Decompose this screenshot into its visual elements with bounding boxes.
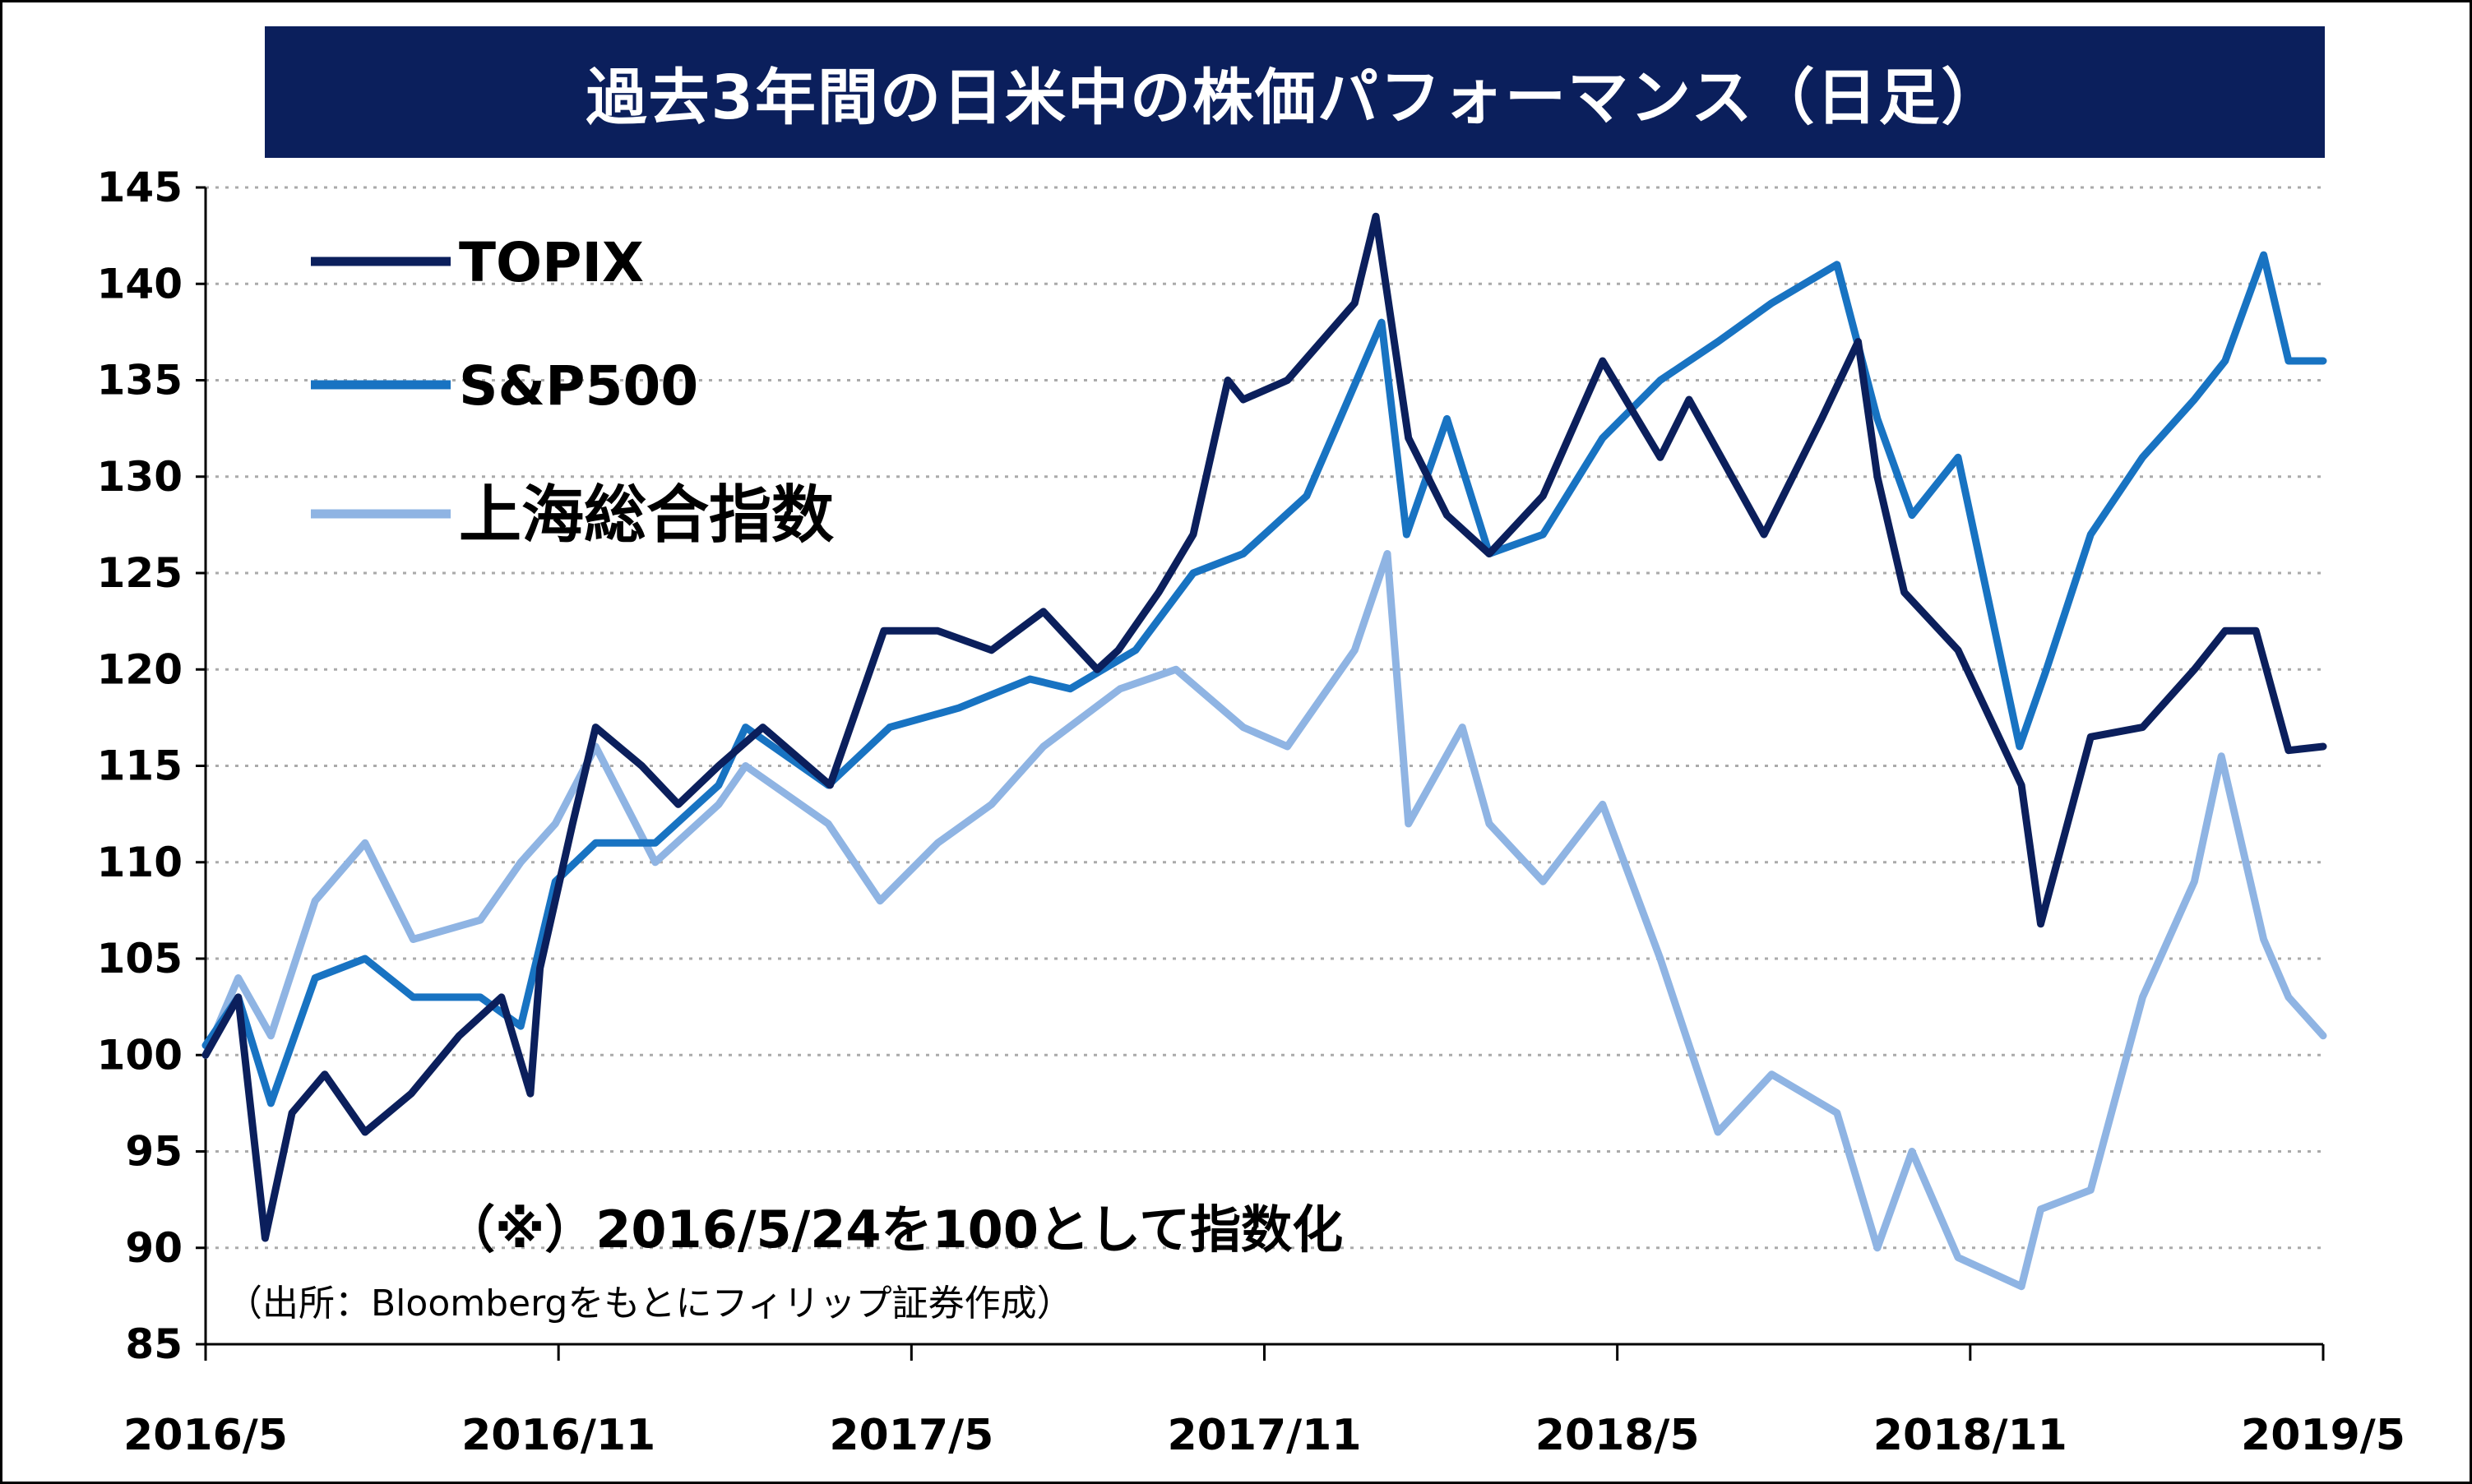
y-tick-label: 95 <box>125 1128 183 1176</box>
legend: TOPIX S&P500 上海総合指数 <box>311 231 834 551</box>
x-tick-label: 2018/5 <box>1535 1411 1700 1460</box>
y-tick-label: 100 <box>97 1031 183 1079</box>
note-text: （※）2016/5/24を100として指数化 <box>444 1200 1343 1260</box>
y-tick-label: 110 <box>97 839 183 886</box>
legend-label-shanghai: 上海総合指数 <box>459 478 834 551</box>
legend-label-topix: TOPIX <box>459 231 644 294</box>
gridlines <box>206 186 2323 1250</box>
y-tick-label: 85 <box>125 1320 183 1368</box>
x-tick-label: 2016/11 <box>461 1411 655 1460</box>
x-tick-label: 2018/11 <box>1873 1411 2067 1460</box>
series-line-topix <box>201 212 2327 1242</box>
y-tick-label: 105 <box>97 935 183 982</box>
x-tick-label: 2017/5 <box>829 1411 993 1460</box>
y-tick-label: 125 <box>97 549 183 597</box>
y-tick-label: 115 <box>97 742 183 790</box>
axes: 145 140 135 130 125 120 115 110 105 100 95 90 85 2016… <box>97 164 2405 1460</box>
legend-label-sp500: S&P500 <box>459 354 698 418</box>
chart-title: 過去3年間の日米中の株価パフォーマンス（日足） <box>265 26 2325 158</box>
y-tick-label: 130 <box>97 453 183 501</box>
series-line-sp500 <box>201 251 2327 1107</box>
x-tick-label: 2019/5 <box>2241 1411 2405 1460</box>
series-line-shanghai <box>201 550 2327 1291</box>
y-tick-label: 90 <box>125 1224 183 1272</box>
y-tick-label: 135 <box>97 357 183 405</box>
source-text: （出所：Bloombergをもとにフィリップ証券作成） <box>226 1283 1073 1325</box>
x-tick-label: 2016/5 <box>123 1411 288 1460</box>
series-lines <box>201 212 2327 1291</box>
x-tick-label: 2017/11 <box>1167 1411 1361 1460</box>
y-tick-label: 145 <box>97 164 183 211</box>
y-tick-label: 120 <box>97 645 183 693</box>
y-tick-label: 140 <box>97 260 183 307</box>
